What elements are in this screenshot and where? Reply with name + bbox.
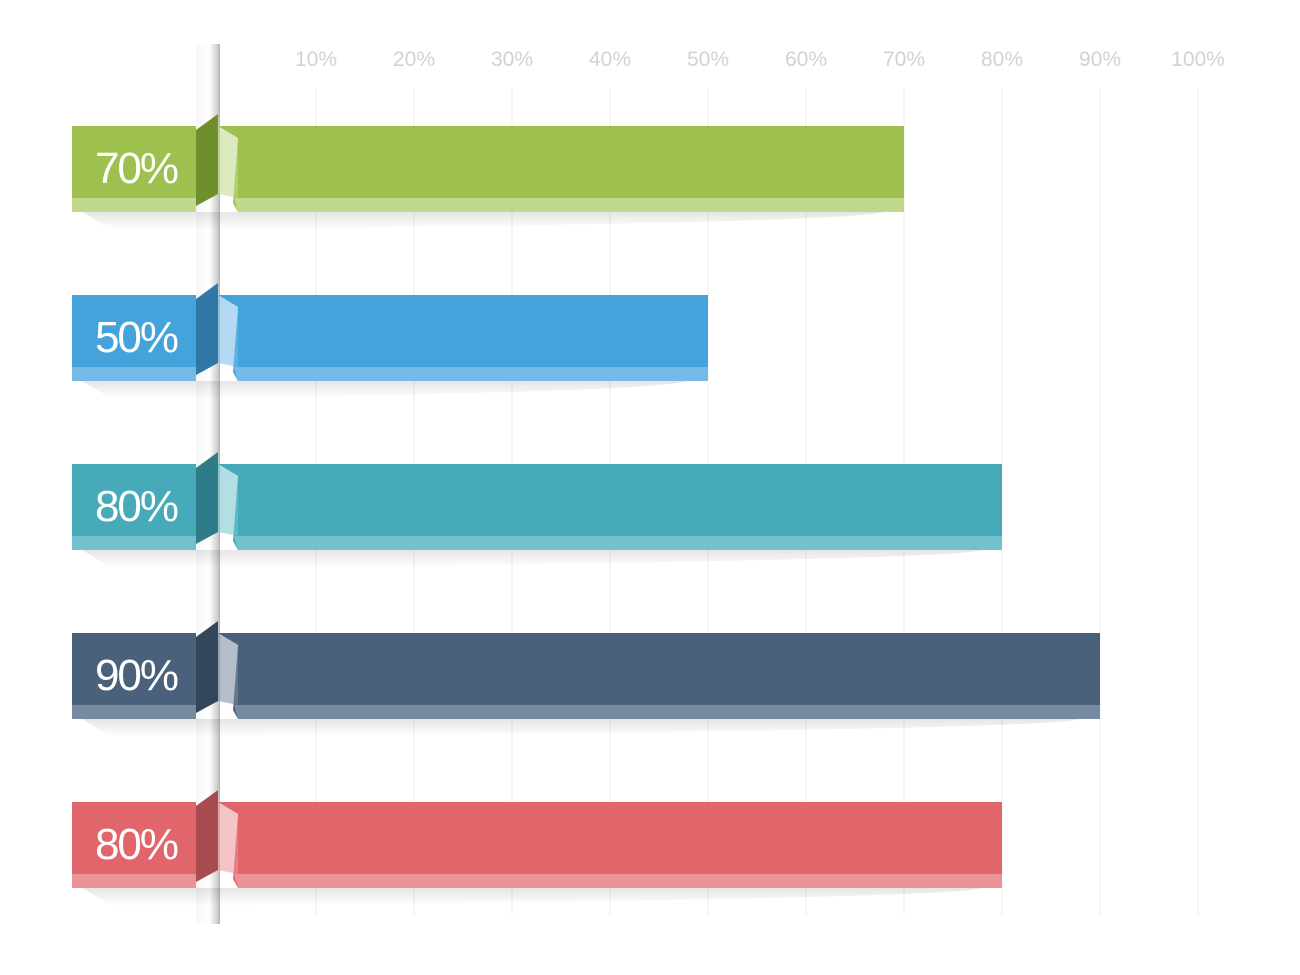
label-tab-bottom-strip	[72, 198, 196, 212]
tick-label: 50%	[687, 48, 729, 71]
bar-fold	[196, 452, 218, 544]
bar-shadow	[82, 550, 982, 568]
bar-shadow	[82, 888, 982, 906]
bar-fold-face	[218, 633, 238, 705]
bar	[218, 464, 1002, 550]
bar-shadow	[82, 212, 884, 230]
label-tab	[72, 464, 196, 536]
bar-group: 80%	[72, 452, 1002, 568]
bar-bottom-strip	[234, 367, 708, 381]
bar-bottom-strip	[234, 198, 904, 212]
tick-label: 90%	[1079, 48, 1121, 71]
tick-label: 40%	[589, 48, 631, 71]
bar-value-label: 70%	[95, 144, 178, 193]
tick-label: 70%	[883, 48, 925, 71]
bar-group: 50%	[72, 283, 708, 399]
label-tab	[72, 126, 196, 198]
bar-fold	[196, 114, 218, 206]
bar-shadow	[82, 381, 688, 399]
tick-label: 30%	[491, 48, 533, 71]
bar-fold	[196, 283, 218, 375]
bar-bottom-strip	[234, 705, 1100, 719]
bar-value-label: 80%	[95, 482, 178, 531]
label-tab-bottom-strip	[72, 874, 196, 888]
bar-group: 80%	[72, 790, 1002, 906]
bar	[218, 802, 1002, 888]
bar-shadow	[82, 719, 1080, 737]
bar-group: 70%	[72, 114, 904, 230]
label-tab-bottom-strip	[72, 536, 196, 550]
label-tab	[72, 802, 196, 874]
bars-layer: 70% 50% 80% 90% 80%	[72, 114, 1100, 906]
x-axis-ticks: 10% 20% 30% 40% 50% 60% 70% 80% 90% 100%	[295, 48, 1225, 71]
bar	[218, 126, 904, 212]
label-tab	[72, 295, 196, 367]
label-tab-bottom-strip	[72, 367, 196, 381]
bar-fold	[196, 790, 218, 882]
bar	[218, 295, 708, 381]
bar-fold-face	[218, 802, 238, 874]
bar-fold	[196, 621, 218, 713]
tick-label: 20%	[393, 48, 435, 71]
bar-fold-face	[218, 464, 238, 536]
bar-value-label: 50%	[95, 313, 178, 362]
bar-bottom-strip	[234, 874, 1002, 888]
bar-value-label: 90%	[95, 651, 178, 700]
bar-group: 90%	[72, 621, 1100, 737]
bar-value-label: 80%	[95, 820, 178, 869]
bar-fold-face	[218, 126, 238, 198]
tick-label: 10%	[295, 48, 337, 71]
tick-label: 100%	[1171, 48, 1225, 71]
bar-fold-face	[218, 295, 238, 367]
bar	[218, 633, 1100, 719]
tick-label: 80%	[981, 48, 1023, 71]
label-tab	[72, 633, 196, 705]
bar-bottom-strip	[234, 536, 1002, 550]
label-tab-bottom-strip	[72, 705, 196, 719]
tick-label: 60%	[785, 48, 827, 71]
